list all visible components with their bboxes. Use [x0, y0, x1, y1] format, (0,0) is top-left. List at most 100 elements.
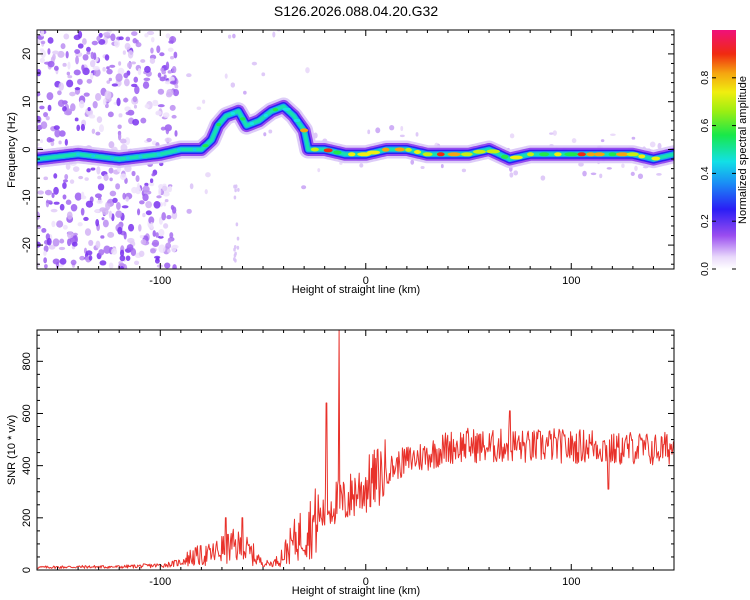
noise-blob	[41, 228, 47, 233]
noise-blob	[149, 178, 154, 184]
noise-blob	[399, 134, 405, 138]
noise-blob	[73, 69, 81, 76]
noise-blob	[122, 50, 126, 55]
ridge-hotspot	[405, 147, 412, 152]
noise-blob	[236, 236, 240, 241]
noise-blob	[111, 83, 118, 87]
ridge-hotspot	[594, 152, 605, 157]
noise-blob	[57, 90, 62, 96]
noise-blob	[162, 112, 170, 118]
noise-blob	[137, 67, 142, 76]
snr-x-label: Height of straight line (km)	[292, 585, 420, 597]
noise-blob	[133, 104, 137, 109]
noise-blob	[509, 172, 514, 178]
noise-blob	[263, 132, 267, 137]
noise-blob	[582, 170, 587, 177]
noise-blob	[64, 138, 68, 146]
noise-blob	[39, 48, 44, 52]
noise-blob	[70, 259, 77, 266]
noise-blob	[74, 49, 81, 54]
noise-blob	[109, 190, 117, 197]
ridge-hotspot	[526, 152, 535, 157]
noise-blob	[236, 245, 240, 250]
snr-y-tick-label: 800	[21, 352, 33, 370]
noise-blob	[40, 121, 48, 130]
noise-blob	[96, 116, 103, 124]
noise-blob	[164, 262, 171, 269]
noise-blob	[102, 67, 106, 72]
noise-blob	[151, 173, 156, 177]
noise-blob	[237, 187, 240, 192]
noise-blob	[160, 126, 166, 131]
snr-marks	[37, 330, 674, 569]
ridge-hotspot	[293, 118, 301, 123]
noise-blob	[174, 84, 179, 89]
ridge-hotspot	[282, 107, 291, 111]
noise-blob	[549, 132, 554, 135]
snr-y-label: SNR (10 * v/v)	[6, 415, 18, 485]
noise-blob	[88, 255, 93, 261]
spectrogram-y-tick-label: -20	[21, 237, 33, 253]
noise-blob	[571, 138, 577, 144]
noise-blob	[158, 244, 166, 253]
noise-blob	[69, 179, 75, 184]
noise-blob	[172, 264, 177, 269]
noise-blob	[631, 136, 636, 140]
ridge-hotspot	[202, 144, 209, 148]
noise-blob	[60, 43, 66, 50]
noise-blob	[67, 75, 73, 79]
ridge-hotspot	[616, 152, 629, 157]
noise-blob	[359, 163, 364, 168]
noise-blob	[202, 99, 206, 104]
noise-blob	[124, 137, 131, 146]
noise-blob	[91, 128, 96, 134]
noise-blob	[115, 210, 123, 218]
snr-y-tick-label: 0	[21, 567, 33, 573]
noise-blob	[85, 200, 94, 208]
noise-blob	[161, 212, 167, 221]
noise-blob	[106, 66, 110, 70]
noise-blob	[166, 215, 172, 220]
noise-blob	[82, 38, 87, 45]
noise-blob	[105, 103, 109, 109]
noise-blob	[142, 193, 149, 202]
noise-blob	[66, 79, 74, 88]
noise-blob	[125, 36, 131, 42]
noise-blob	[167, 237, 172, 244]
noise-blob	[90, 167, 96, 171]
noise-blob	[89, 60, 96, 68]
noise-blob	[81, 64, 85, 72]
spectrogram-y-tick-label: 20	[21, 48, 33, 60]
noise-blob	[62, 182, 67, 190]
noise-blob	[119, 249, 125, 257]
noise-blob	[140, 239, 147, 245]
spectrogram-marks	[37, 30, 674, 269]
noise-blob	[109, 177, 113, 182]
noise-blob	[170, 204, 175, 211]
noise-blob	[92, 66, 100, 71]
noise-blob	[164, 199, 169, 203]
noise-blob	[158, 229, 165, 237]
ridge-hotspot	[473, 149, 486, 154]
ridge-hotspot	[447, 152, 461, 157]
ridge-hotspot	[638, 154, 646, 159]
noise-blob	[163, 201, 167, 207]
noise-blob	[108, 141, 115, 149]
ridge-hotspot	[501, 154, 509, 159]
noise-blob	[53, 201, 60, 205]
noise-blob	[227, 34, 232, 39]
noise-blob	[204, 189, 208, 195]
noise-blob	[77, 30, 83, 39]
noise-blob	[186, 73, 192, 78]
noise-blob	[99, 207, 107, 212]
noise-blob	[649, 141, 656, 148]
noise-blob	[224, 73, 228, 79]
snr-x-tick-label: 100	[562, 576, 580, 588]
spectrogram-y-tick-label: 10	[21, 96, 33, 108]
noise-blob	[552, 130, 557, 136]
noise-blob	[51, 192, 55, 199]
noise-blob	[50, 208, 58, 213]
noise-blob	[196, 106, 202, 110]
ridge-hotspot	[577, 152, 586, 157]
